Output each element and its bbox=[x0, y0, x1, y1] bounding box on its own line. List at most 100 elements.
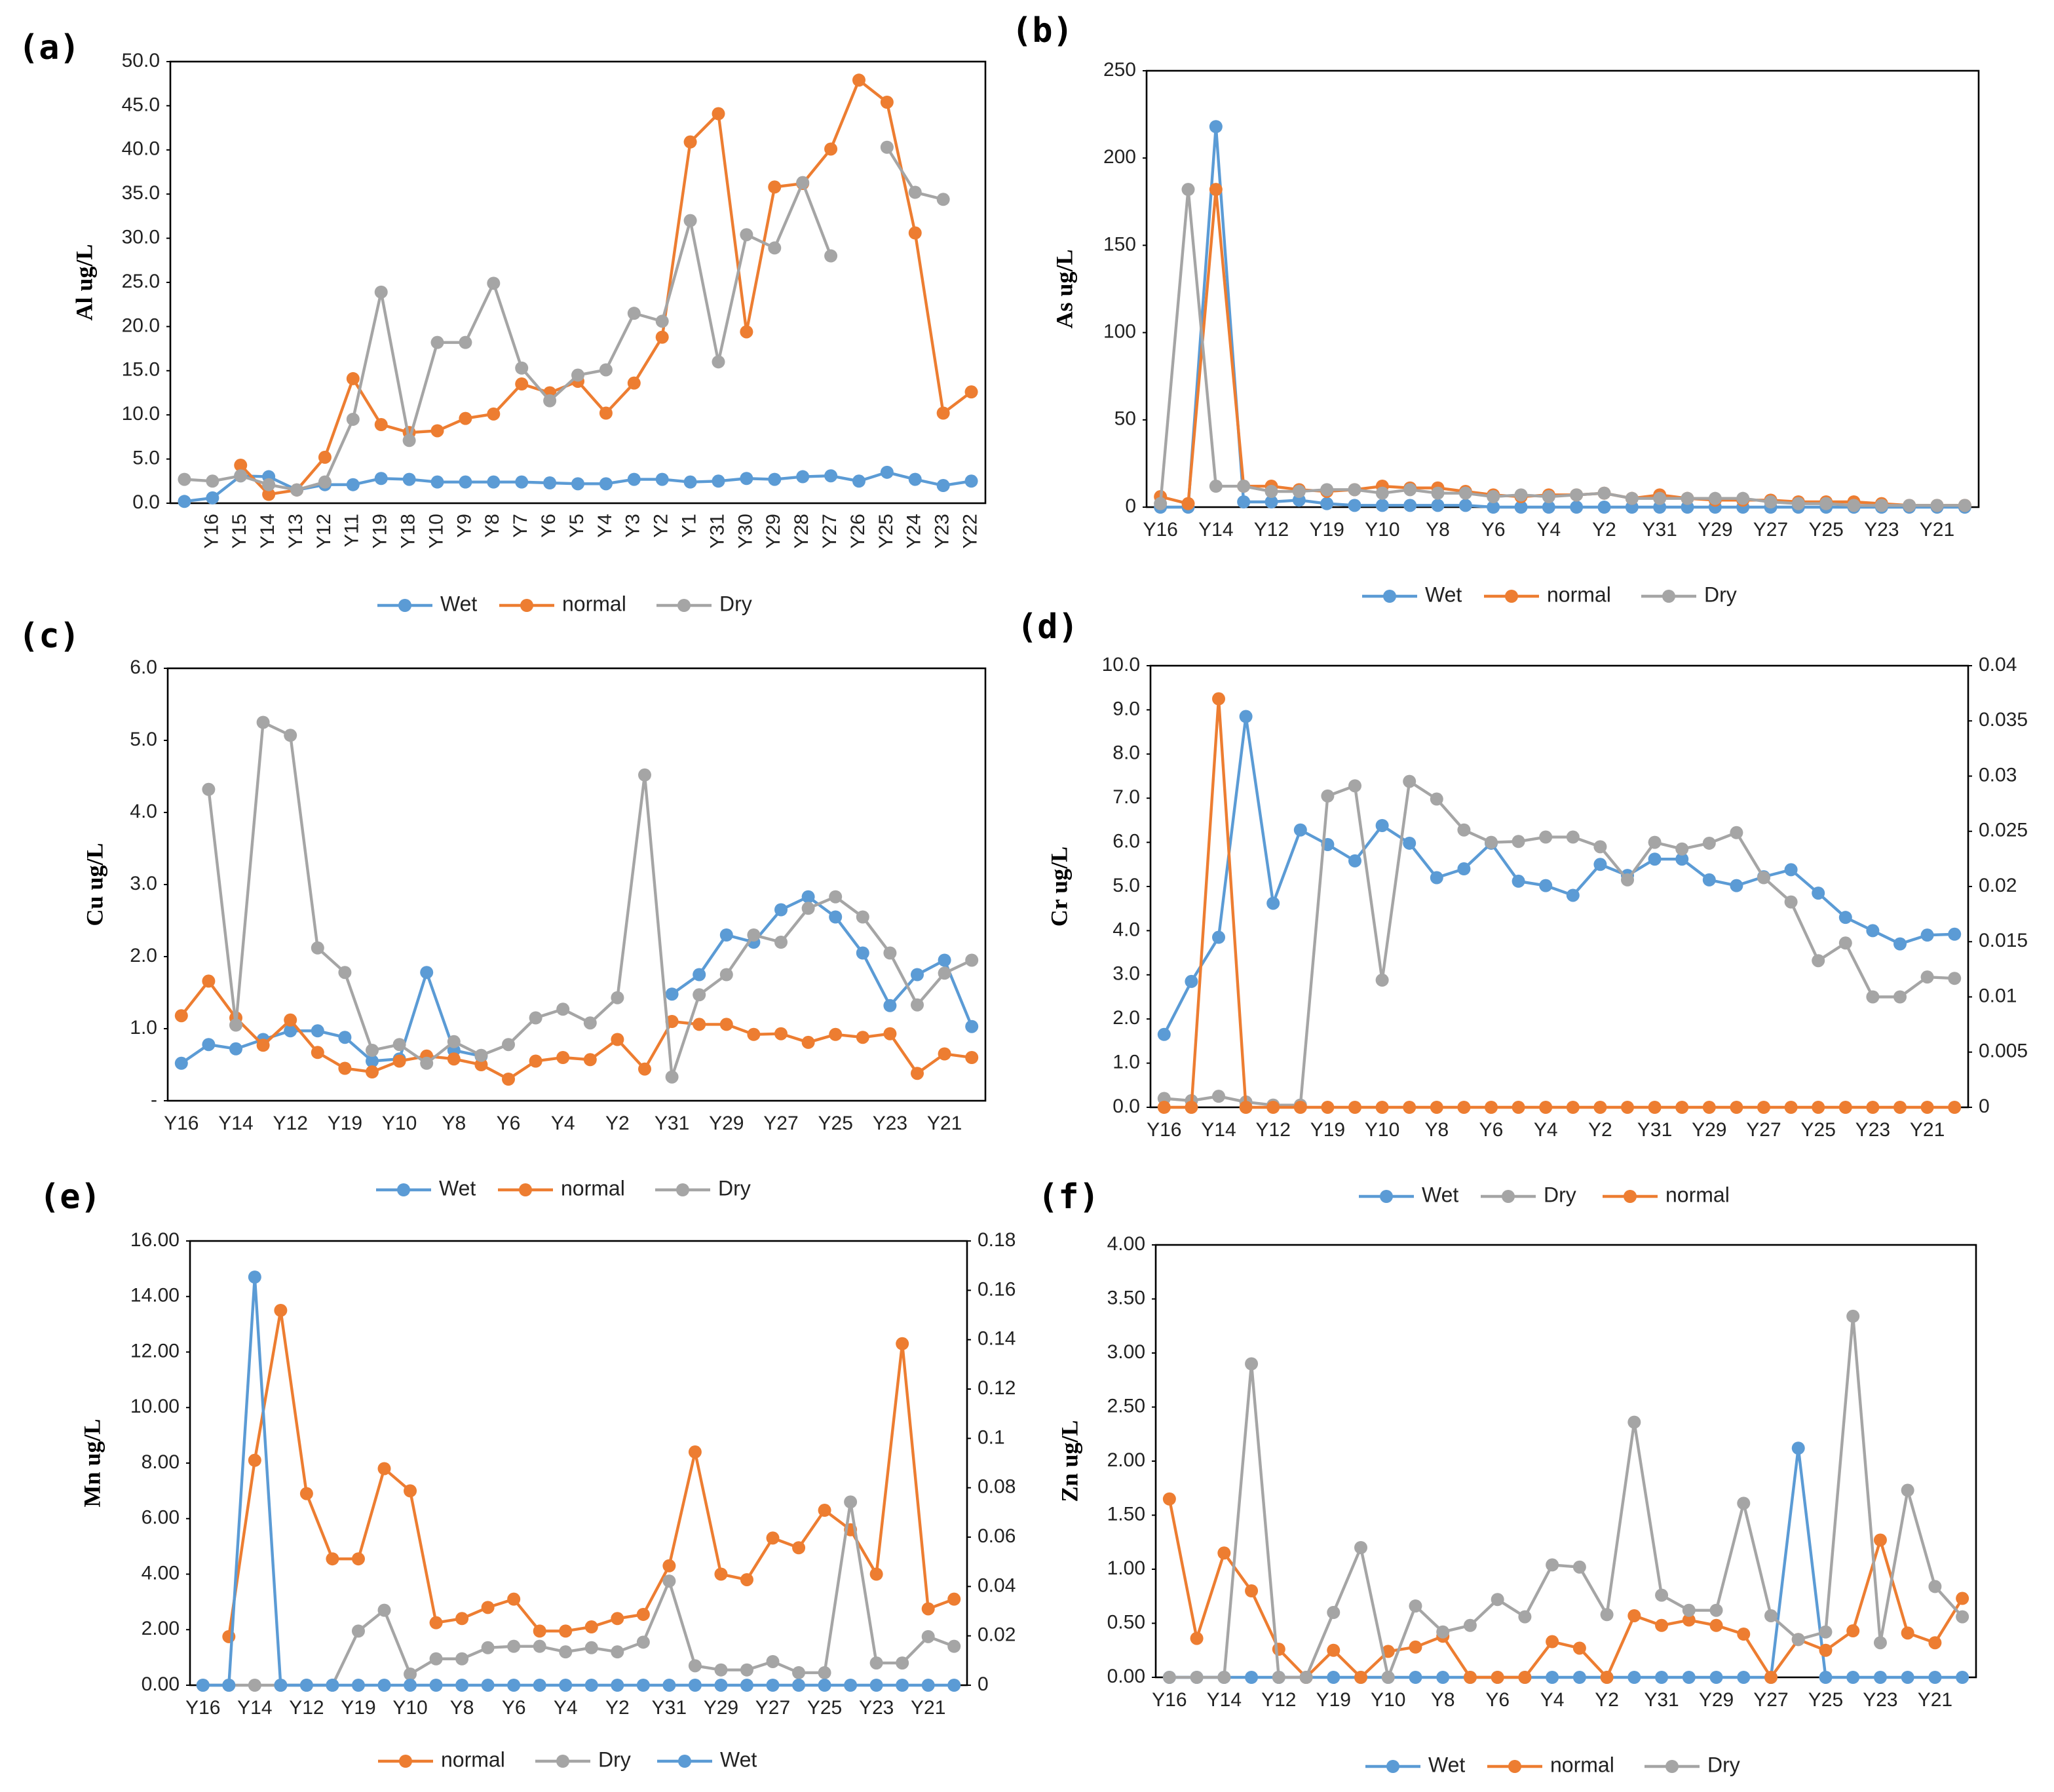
panel-label: (b) bbox=[1012, 11, 1073, 50]
data-point bbox=[1430, 871, 1443, 885]
data-point bbox=[533, 1679, 546, 1692]
y2-tick-label: 0.035 bbox=[1979, 709, 2028, 731]
data-point bbox=[662, 1574, 676, 1588]
data-point bbox=[1348, 779, 1361, 793]
data-point bbox=[1928, 1580, 1942, 1593]
data-point bbox=[481, 1641, 495, 1654]
y-tick-label: 4.0 bbox=[1113, 919, 1140, 940]
data-point bbox=[1265, 495, 1278, 509]
x-tick-label: Y8 bbox=[482, 514, 503, 538]
data-point bbox=[1764, 495, 1778, 509]
data-point bbox=[1457, 862, 1471, 876]
x-tick-label: Y31 bbox=[1642, 519, 1677, 541]
data-point bbox=[1600, 1608, 1614, 1622]
legend-marker bbox=[556, 1755, 569, 1768]
data-point bbox=[638, 1062, 651, 1076]
y-tick-label: 4.00 bbox=[142, 1562, 180, 1584]
data-point bbox=[1321, 1101, 1335, 1114]
data-point bbox=[1348, 483, 1361, 497]
data-point bbox=[502, 1073, 515, 1086]
data-point bbox=[611, 1645, 624, 1659]
data-point bbox=[1920, 928, 1934, 942]
data-point bbox=[404, 1679, 417, 1692]
data-point bbox=[965, 1051, 979, 1064]
y-tick-label: 2.50 bbox=[1107, 1395, 1145, 1417]
legend-marker bbox=[1383, 590, 1396, 603]
data-point bbox=[947, 1679, 961, 1692]
data-point bbox=[1463, 1671, 1477, 1684]
data-point bbox=[1487, 501, 1500, 514]
data-point bbox=[829, 890, 843, 904]
x-tick-label: Y2 bbox=[605, 1697, 630, 1719]
data-point bbox=[1846, 1309, 1860, 1323]
data-point bbox=[1430, 1101, 1443, 1114]
data-point bbox=[515, 361, 529, 375]
data-point bbox=[1730, 879, 1743, 892]
data-point bbox=[883, 999, 897, 1012]
data-point bbox=[1245, 1671, 1259, 1684]
x-tick-label: Y10 bbox=[1371, 1689, 1405, 1711]
data-point bbox=[338, 1031, 352, 1044]
data-point bbox=[1348, 854, 1361, 867]
data-point bbox=[1375, 1101, 1389, 1114]
data-point bbox=[1265, 485, 1278, 499]
y-tick-label: 30.0 bbox=[122, 227, 160, 248]
data-point bbox=[584, 1641, 598, 1654]
x-tick-label: Y10 bbox=[1365, 519, 1399, 541]
y-tick-label: 3.00 bbox=[1107, 1341, 1145, 1363]
data-point bbox=[1245, 1357, 1259, 1371]
data-point bbox=[1948, 927, 1962, 941]
x-tick-label: Y27 bbox=[755, 1697, 790, 1719]
y-tick-label: 2.0 bbox=[1113, 1007, 1140, 1029]
data-point bbox=[346, 412, 360, 426]
data-point bbox=[774, 936, 788, 949]
x-tick-label: Y12 bbox=[1254, 519, 1289, 541]
chart-panel: (f) Zn ug/L 0.00 0.50 1.00 1.50 2.00 2.50 3.00 3.… bbox=[1038, 1177, 1977, 1776]
data-point bbox=[636, 1607, 650, 1621]
data-point bbox=[1185, 1101, 1198, 1114]
y2-tick-label: 0.12 bbox=[978, 1377, 1016, 1399]
data-point bbox=[256, 1039, 270, 1052]
x-tick-label: Y19 bbox=[1309, 519, 1344, 541]
data-point bbox=[766, 1531, 780, 1545]
data-point bbox=[299, 1487, 313, 1500]
data-point bbox=[693, 988, 706, 1002]
x-tick-label: Y12 bbox=[313, 514, 335, 548]
x-tick-label: Y21 bbox=[1910, 1119, 1945, 1141]
data-point bbox=[1812, 1101, 1825, 1114]
legend-marker bbox=[1505, 590, 1518, 603]
legend-label: Dry bbox=[719, 592, 752, 615]
y-tick-label: 0 bbox=[1125, 495, 1136, 517]
y-axis-label: Zn ug/L bbox=[1056, 1420, 1082, 1502]
data-point bbox=[921, 1679, 935, 1692]
data-point bbox=[740, 228, 753, 242]
data-point bbox=[1570, 501, 1584, 514]
y-tick-label: 16.00 bbox=[130, 1229, 180, 1251]
data-point bbox=[229, 1018, 242, 1032]
data-point bbox=[459, 475, 472, 489]
y-tick-label: 100 bbox=[1103, 321, 1136, 343]
data-point bbox=[964, 474, 978, 488]
data-point bbox=[1566, 830, 1580, 844]
data-point bbox=[896, 1337, 909, 1350]
legend-label: Wet bbox=[440, 592, 477, 615]
y-tick-label: 200 bbox=[1103, 146, 1136, 168]
x-tick-label: Y1 bbox=[679, 514, 700, 538]
y-tick-label: 3.0 bbox=[130, 873, 157, 894]
x-tick-label: Y19 bbox=[1310, 1119, 1345, 1141]
x-tick-label: Y21 bbox=[1920, 519, 1954, 541]
data-point bbox=[338, 966, 352, 980]
x-tick-label: Y16 bbox=[185, 1697, 220, 1719]
data-point bbox=[533, 1639, 546, 1653]
data-point bbox=[559, 1645, 573, 1659]
data-point bbox=[1920, 970, 1934, 984]
y-tick-label: 0.50 bbox=[1107, 1611, 1145, 1633]
y-tick-label: 8.0 bbox=[1113, 742, 1140, 764]
data-point bbox=[507, 1592, 521, 1606]
x-tick-label: Y25 bbox=[1801, 1119, 1836, 1141]
data-point bbox=[665, 987, 679, 1001]
legend-label: Wet bbox=[720, 1747, 757, 1771]
data-point bbox=[768, 180, 782, 194]
data-point bbox=[487, 407, 501, 421]
data-point bbox=[1819, 497, 1833, 510]
